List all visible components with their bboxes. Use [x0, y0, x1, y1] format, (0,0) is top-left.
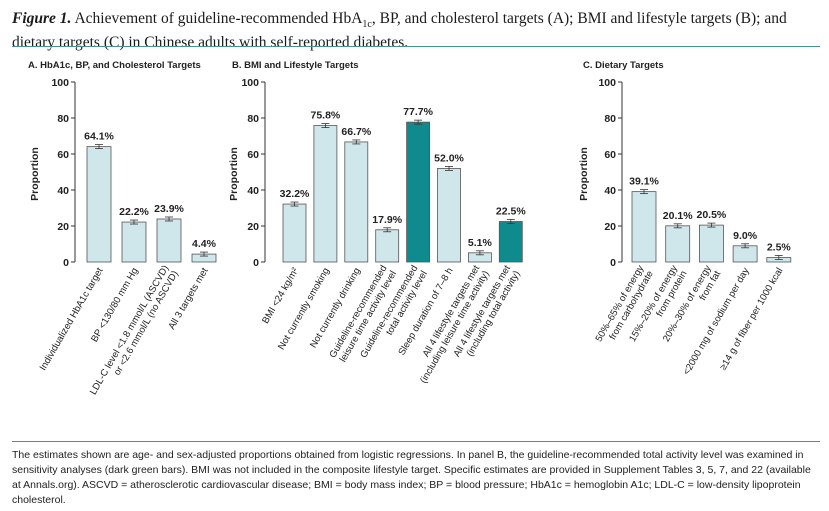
bar [156, 218, 182, 263]
bar [406, 121, 431, 263]
data-label: 9.0% [733, 230, 758, 242]
bar [665, 225, 691, 263]
caption-subscript: 1c [362, 19, 372, 31]
caption-text-start: Achievement of guideline-recommended HbA [74, 10, 363, 27]
y-tick-label: 100 [241, 77, 259, 89]
data-label: 32.2% [280, 188, 310, 200]
bar [498, 221, 523, 263]
bar [631, 191, 657, 263]
y-tick-label: 100 [598, 77, 616, 89]
data-label: 5.1% [468, 237, 493, 249]
y-tick-label: 80 [604, 113, 616, 125]
x-tick-label-line: Individualized HbA1c target [38, 266, 106, 373]
data-label: 64.1% [84, 131, 114, 143]
data-label: 77.7% [403, 106, 433, 118]
data-label: 52.0% [434, 152, 464, 164]
y-tick-label: 40 [604, 185, 616, 197]
y-tick-label: 0 [253, 257, 259, 269]
figure-label: Figure 1. [12, 10, 72, 27]
y-tick-label: 20 [247, 221, 259, 233]
y-tick-label: 60 [57, 149, 69, 161]
bar [121, 221, 147, 263]
y-axis-label: Proportion [578, 147, 590, 201]
y-tick-label: 0 [63, 257, 69, 269]
bar [732, 245, 758, 263]
data-label: 22.5% [496, 206, 526, 218]
bar [699, 224, 724, 263]
data-label: 20.5% [697, 209, 727, 221]
y-tick-label: 20 [57, 221, 69, 233]
data-label: 20.1% [663, 210, 693, 222]
y-tick-label: 60 [247, 149, 259, 161]
y-tick-label: 60 [604, 149, 616, 161]
y-tick-label: 20 [604, 221, 616, 233]
figure-footnote: The estimates shown are age- and sex-adj… [12, 449, 811, 506]
data-label: 22.2% [119, 206, 149, 218]
y-axis-label: Proportion [228, 147, 240, 201]
data-label: 39.1% [629, 176, 659, 188]
footnote-divider [12, 441, 820, 442]
bar [86, 146, 112, 263]
panel-title: A. HbA1c, BP, and Cholesterol Targets [28, 60, 201, 71]
y-tick-label: 40 [247, 185, 259, 197]
caption-divider [12, 46, 820, 47]
data-label: 66.7% [341, 126, 371, 138]
y-tick-label: 40 [57, 185, 69, 197]
x-tick-label: ≥14 g of fiber per 1000 kcal [718, 266, 786, 372]
bar [313, 125, 338, 263]
bar [375, 229, 400, 263]
data-label: 75.8% [311, 110, 341, 122]
panel-title: C. Dietary Targets [583, 60, 664, 71]
x-tick-label-line: ≥14 g of fiber per 1000 kcal [718, 266, 786, 372]
bar [437, 167, 461, 263]
y-tick-label: 0 [610, 257, 616, 269]
y-axis-label: Proportion [29, 147, 41, 201]
bar [282, 203, 307, 263]
x-tick-label: Individualized HbA1c target [38, 266, 106, 373]
bar [344, 141, 369, 263]
panel-title: B. BMI and Lifestyle Targets [232, 60, 359, 71]
y-tick-label: 100 [51, 77, 69, 89]
chart-panels: A. HbA1c, BP, and Cholesterol Targets 0 20… [28, 60, 792, 397]
data-label: 4.4% [192, 238, 217, 250]
y-tick-label: 80 [247, 113, 259, 125]
data-label: 23.9% [154, 203, 184, 215]
data-label: 2.5% [767, 242, 792, 254]
y-tick-label: 80 [57, 113, 69, 125]
data-label: 17.9% [372, 214, 402, 226]
